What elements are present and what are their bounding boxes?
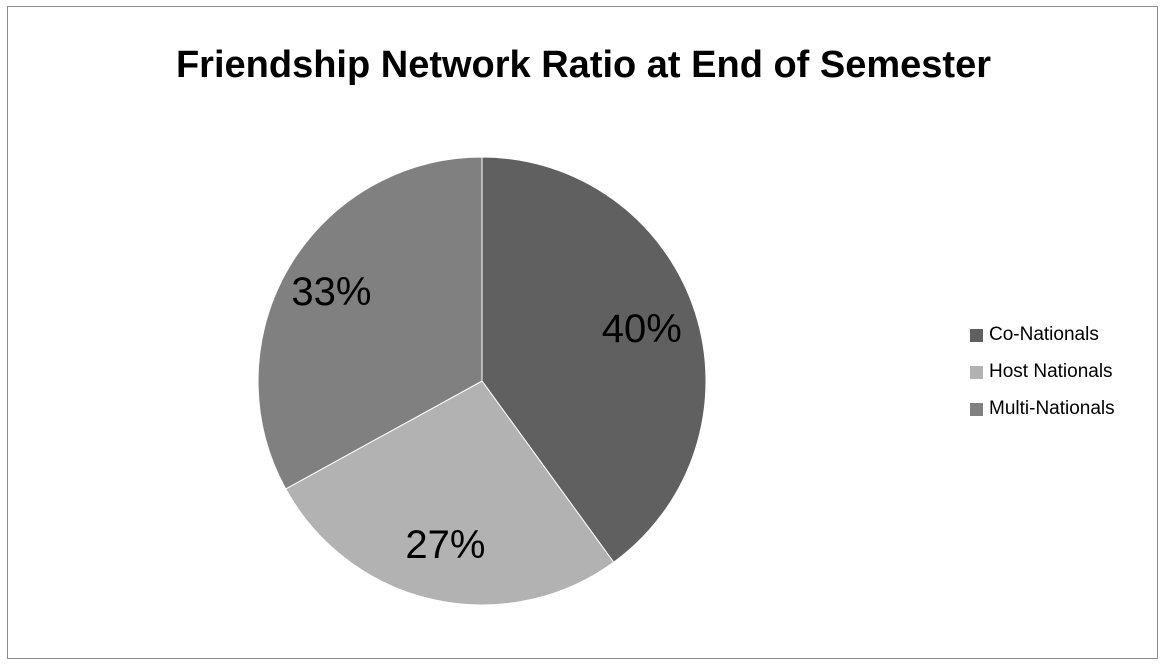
pie-slices — [257, 156, 707, 606]
data-label-multi-nationals: 33% — [291, 270, 371, 314]
legend-swatch — [970, 402, 983, 416]
legend-item-host-nationals: Host Nationals — [970, 360, 1115, 384]
pie-slice-co-nationals — [481, 156, 707, 563]
pie-chart: 40% 27% 33% — [257, 156, 707, 606]
pie-data-labels: 40% 27% 33% — [291, 270, 681, 567]
legend-swatch — [970, 328, 983, 342]
legend-swatch — [970, 365, 983, 379]
pie-slice-multi-nationals — [257, 156, 483, 490]
pie-slice-host-nationals — [285, 380, 615, 606]
chart-title: Friendship Network Ratio at End of Semes… — [175, 44, 992, 86]
data-label-host-nationals: 27% — [405, 523, 485, 567]
legend: Co-Nationals Host Nationals Multi-Nation… — [970, 323, 1115, 434]
chart-area: Friendship Network Ratio at End of Semes… — [7, 6, 1158, 659]
legend-label: Co-Nationals — [989, 324, 1099, 345]
data-label-co-nationals: 40% — [602, 307, 682, 351]
legend-item-multi-nationals: Multi-Nationals — [970, 397, 1115, 421]
legend-item-co-nationals: Co-Nationals — [970, 323, 1115, 347]
legend-label: Multi-Nationals — [989, 398, 1115, 419]
legend-label: Host Nationals — [989, 361, 1113, 382]
